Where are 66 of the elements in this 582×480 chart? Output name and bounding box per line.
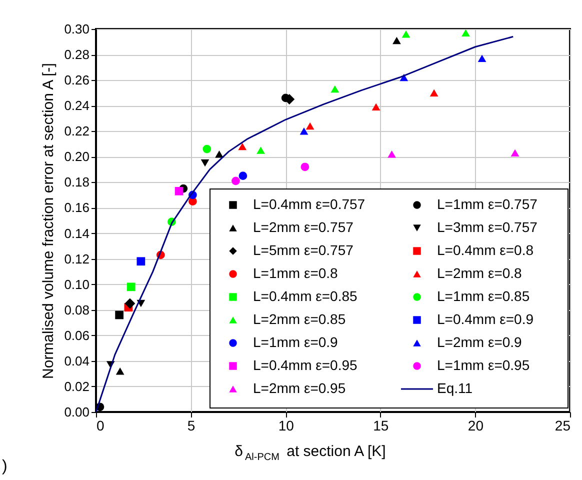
x-tick-label: 10 <box>278 418 294 434</box>
legend-label: L=1mm ε=0.95 <box>437 357 530 373</box>
legend-label: L=0.4mm ε=0.9 <box>437 311 534 327</box>
point <box>478 54 486 62</box>
y-tick-label: 0.26 <box>64 72 90 88</box>
y-tick-label: 0.00 <box>64 404 90 420</box>
point <box>202 144 212 154</box>
point <box>306 122 314 130</box>
y-tick-label: 0.04 <box>64 353 90 368</box>
point <box>402 30 410 38</box>
x-tick-label: 0 <box>96 418 104 434</box>
y-tick-label: 0.10 <box>64 276 90 292</box>
y-tick-label: 0.28 <box>64 47 90 62</box>
legend-label: L=2mm ε=0.9 <box>437 334 522 350</box>
point <box>174 186 184 196</box>
y-tick-label: 0.30 <box>64 22 90 36</box>
point <box>510 149 520 156</box>
point <box>300 162 310 172</box>
point <box>330 85 340 93</box>
legend-label: L=3mm ε=0.757 <box>437 219 538 235</box>
point <box>256 146 265 154</box>
point <box>238 142 247 150</box>
point <box>115 310 124 320</box>
y-tick-label: 0.06 <box>64 328 90 343</box>
legend-label: L=1mm ε=0.85 <box>437 288 530 304</box>
point <box>300 128 308 135</box>
legend-label: L=0.4mm ε=0.85 <box>253 288 358 304</box>
y-tick-label: 0.02 <box>64 378 90 394</box>
y-tick-label: 0.08 <box>64 302 90 318</box>
legend-label: L=5mm ε=0.757 <box>253 242 354 258</box>
point <box>430 89 438 96</box>
y-tick-label: 0.12 <box>64 251 90 266</box>
legend-label: L=2mm ε=0.757 <box>253 219 354 235</box>
y-axis-title: Normalised volume fraction error at section A [-] <box>40 63 58 379</box>
y-tick-label: 0.24 <box>64 98 90 114</box>
legend-label: L=0.4mm ε=0.757 <box>253 196 366 212</box>
y-tick-label: 0.22 <box>64 124 90 139</box>
point <box>200 159 210 167</box>
point <box>462 29 470 36</box>
y-tick-label: 0.20 <box>64 149 90 164</box>
legend-label: L=2mm ε=0.85 <box>253 311 346 327</box>
legend-label: L=2mm ε=0.95 <box>253 380 346 396</box>
point <box>232 176 240 186</box>
point <box>392 36 401 44</box>
y-tick-label: 0.16 <box>64 200 90 216</box>
point <box>238 172 248 180</box>
legend-label: L=1mm ε=0.9 <box>253 334 338 350</box>
legend-label: L=1mm ε=0.757 <box>437 196 538 212</box>
legend-label: Eq.11 <box>437 380 473 396</box>
point <box>388 150 396 158</box>
x-tick-label: 5 <box>187 418 196 434</box>
legend-label: L=0.4mm ε=0.95 <box>253 357 358 373</box>
legend-label: L=0.4mm ε=0.8 <box>437 242 534 258</box>
text: ) <box>2 458 8 475</box>
point <box>372 103 380 110</box>
point <box>126 282 136 292</box>
point <box>116 368 124 375</box>
point <box>136 257 146 266</box>
x-tick-label: 20 <box>468 418 484 434</box>
x-tick-label: 15 <box>373 418 389 434</box>
x-tick-label: 25 <box>554 418 571 434</box>
y-tick-label: 0.14 <box>64 226 90 241</box>
legend-label: L=1mm ε=0.8 <box>253 265 338 281</box>
y-tick-label: 0.18 <box>64 174 90 190</box>
legend-label: L=2mm ε=0.8 <box>437 265 522 281</box>
point <box>124 298 136 309</box>
